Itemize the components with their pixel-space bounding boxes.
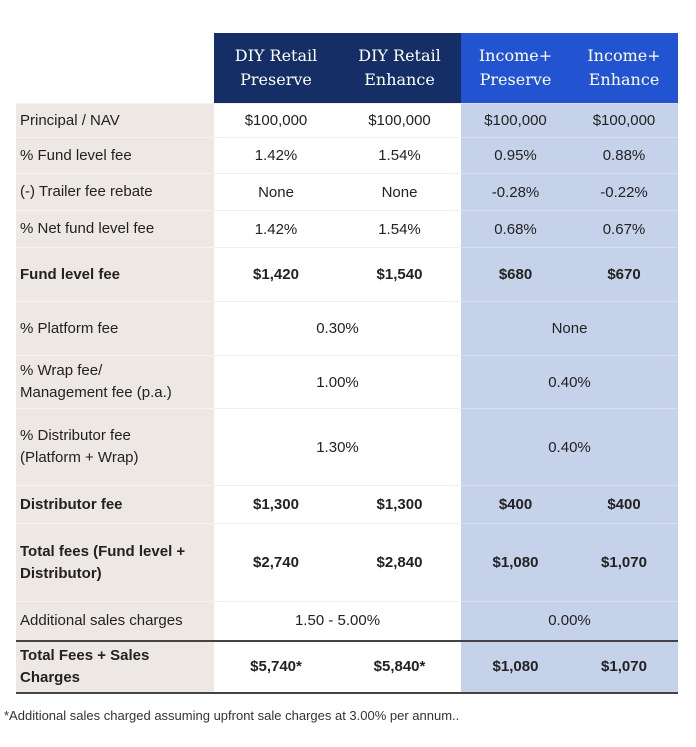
cell: $400 [570, 485, 678, 524]
row-label: % Fund level fee [16, 137, 214, 174]
row-label: % Net fund level fee [16, 210, 214, 248]
footnote: *Additional sales charged assuming upfro… [4, 708, 460, 723]
header-blank [16, 33, 214, 104]
merged-cell-diy: 1.30% [214, 408, 461, 486]
cell: None [338, 173, 461, 211]
cell: 1.42% [214, 137, 338, 174]
cell: -0.28% [461, 173, 570, 211]
row-total-fees: Total fees (Fund level + Distributor) $2,… [16, 523, 678, 602]
cell: $5,740* [214, 639, 338, 694]
merged-cell-income: None [461, 301, 678, 356]
cell: 1.54% [338, 137, 461, 174]
cell: 0.88% [570, 137, 678, 174]
row-label: (-) Trailer fee rebate [16, 173, 214, 211]
cell: 1.42% [214, 210, 338, 248]
header-diy-retail-preserve: DIY Retail Preserve [214, 33, 338, 104]
merged-cell-diy: 1.50 - 5.00% [214, 601, 461, 641]
cell: $2,740 [214, 523, 338, 602]
merged-cell-income: 0.00% [461, 601, 678, 641]
cell: $1,070 [570, 523, 678, 602]
fee-comparison-table: DIY Retail Preserve DIY Retail Enhance Inc… [16, 33, 678, 694]
row-label: % Wrap fee/Management fee (p.a.) [16, 355, 214, 409]
row-wrap-fee-pct: % Wrap fee/Management fee (p.a.) 1.00% 0… [16, 355, 678, 409]
row-label: Total Fees + Sales Charges [16, 639, 214, 694]
cell: 0.95% [461, 137, 570, 174]
row-label: % Platform fee [16, 301, 214, 356]
row-label: Fund level fee [16, 247, 214, 302]
row-fund-level-fee: Fund level fee $1,420 $1,540 $680 $670 [16, 247, 678, 302]
row-additional-sales-charges: Additional sales charges 1.50 - 5.00% 0.… [16, 601, 678, 641]
cell: $1,540 [338, 247, 461, 302]
merged-cell-diy: 1.00% [214, 355, 461, 409]
cell: $5,840* [338, 639, 461, 694]
cell: 1.54% [338, 210, 461, 248]
row-label: Additional sales charges [16, 601, 214, 641]
cell: $2,840 [338, 523, 461, 602]
header-diy-retail-enhance: DIY Retail Enhance [338, 33, 461, 104]
cell: -0.22% [570, 173, 678, 211]
cell: 0.67% [570, 210, 678, 248]
cell: $100,000 [214, 103, 338, 138]
row-fund-level-fee-pct: % Fund level fee 1.42% 1.54% 0.95% 0.88% [16, 137, 678, 174]
header-income-preserve: Income+ Preserve [461, 33, 570, 104]
row-distributor-fee-pct: % Distributor fee (Platform + Wrap) 1.30%… [16, 408, 678, 486]
cell: $400 [461, 485, 570, 524]
cell: $1,300 [214, 485, 338, 524]
cell: $1,080 [461, 523, 570, 602]
merged-cell-income: 0.40% [461, 355, 678, 409]
row-net-fund-level-fee-pct: % Net fund level fee 1.42% 1.54% 0.68% 0… [16, 210, 678, 248]
cell: None [214, 173, 338, 211]
merged-cell-diy: 0.30% [214, 301, 461, 356]
row-platform-fee-pct: % Platform fee 0.30% None [16, 301, 678, 356]
row-label: Distributor fee [16, 485, 214, 524]
cell: $1,080 [461, 639, 570, 694]
row-principal-nav: Principal / NAV $100,000 $100,000 $100,0… [16, 103, 678, 138]
cell: $1,300 [338, 485, 461, 524]
cell: $100,000 [338, 103, 461, 138]
row-trailer-fee-rebate: (-) Trailer fee rebate None None -0.28% … [16, 173, 678, 211]
cell: $100,000 [570, 103, 678, 138]
row-label: % Distributor fee (Platform + Wrap) [16, 408, 214, 486]
header-income-enhance: Income+ Enhance [570, 33, 678, 104]
merged-cell-income: 0.40% [461, 408, 678, 486]
cell: 0.68% [461, 210, 570, 248]
row-distributor-fee: Distributor fee $1,300 $1,300 $400 $400 [16, 485, 678, 524]
cell: $100,000 [461, 103, 570, 138]
cell: $1,420 [214, 247, 338, 302]
header-row: DIY Retail Preserve DIY Retail Enhance Inc… [16, 33, 678, 104]
row-total-fees-sales-charges: Total Fees + Sales Charges $5,740* $5,840… [16, 639, 678, 694]
cell: $670 [570, 247, 678, 302]
row-label: Total fees (Fund level + Distributor) [16, 523, 214, 602]
row-label: Principal / NAV [16, 103, 214, 138]
cell: $680 [461, 247, 570, 302]
cell: $1,070 [570, 639, 678, 694]
